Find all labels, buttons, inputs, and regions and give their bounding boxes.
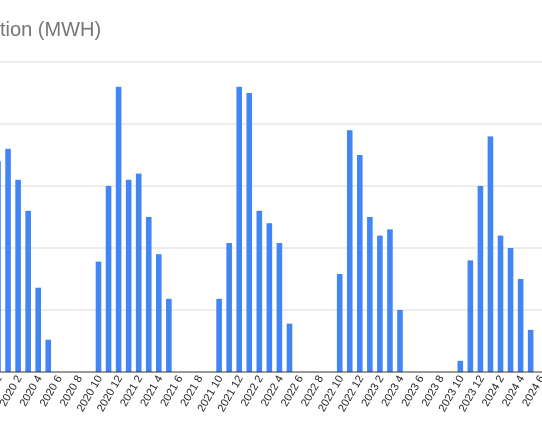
bar-2024-5: [527, 329, 534, 372]
bar-series: [0, 86, 534, 373]
bar-2020-2: [15, 179, 21, 372]
bar-2021-10: [216, 298, 222, 372]
bar-2022-2: [256, 210, 263, 372]
bar-2024-1: [487, 136, 494, 372]
bar-2021-12: [236, 86, 242, 373]
chart-title: tion (MWH): [0, 19, 102, 41]
bar-2022-5: [286, 323, 293, 372]
bar-2023-2: [377, 235, 383, 372]
bar-2020-5: [45, 339, 52, 372]
bar-2021-3: [145, 217, 152, 372]
bar-2023-12: [477, 186, 484, 372]
bar-2021-4: [156, 254, 162, 372]
bar-2023-11: [467, 260, 474, 372]
bar-2021-2: [135, 173, 142, 372]
bar-2022-1: [246, 93, 253, 372]
bar-2021-1: [125, 179, 132, 372]
bar-2020-1: [5, 148, 11, 372]
bar-2023-1: [367, 217, 373, 372]
bar-2020-4: [35, 287, 41, 372]
bar-2022-12: [357, 155, 363, 372]
bar-2019-12: [0, 161, 1, 372]
bar-2020-3: [25, 210, 31, 372]
bar-2022-10: [336, 274, 343, 372]
bar-2023-4: [397, 310, 403, 372]
bar-2020-11: [105, 186, 112, 372]
bar-2021-11: [226, 243, 232, 372]
bar-2022-3: [266, 223, 273, 372]
bar-2023-3: [387, 229, 393, 372]
bar-2024-3: [507, 248, 514, 372]
x-tick-label: 2: [0, 374, 5, 385]
bar-2023-10: [457, 360, 464, 372]
bar-2022-11: [346, 130, 353, 372]
bar-2021-5: [166, 298, 172, 372]
bar-2024-4: [517, 279, 524, 372]
bar-2020-12: [115, 86, 122, 373]
bar-2020-10: [95, 261, 102, 372]
bar-2022-4: [276, 243, 283, 372]
bar-2024-2: [497, 235, 504, 372]
